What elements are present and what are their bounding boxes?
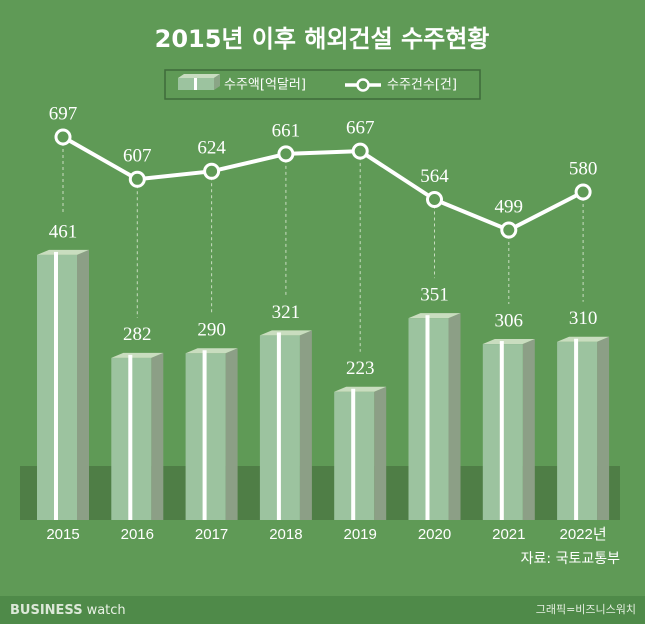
brand-main: BUSINESS xyxy=(10,603,83,618)
value-label: 461 xyxy=(49,221,78,242)
x-tick-label: 2016 xyxy=(121,526,154,543)
bar-side xyxy=(522,339,535,520)
line-marker xyxy=(426,191,443,209)
value-label: 607 xyxy=(123,146,152,167)
bar-band xyxy=(202,350,207,520)
chart-title: 2015년 이후 해외건설 수주현황 xyxy=(155,25,490,53)
value-label: 580 xyxy=(569,158,598,179)
bar-band xyxy=(54,251,58,521)
brand: BUSINESS watch xyxy=(10,603,126,618)
x-tick-label: 2018 xyxy=(269,526,302,543)
brand-suffix: watch xyxy=(87,603,126,618)
bar-top xyxy=(482,339,535,345)
line-marker xyxy=(128,170,146,188)
bar-band xyxy=(499,341,504,520)
legend-bar-icon xyxy=(178,74,220,90)
bar-top xyxy=(185,348,238,354)
bar-band xyxy=(128,354,133,520)
bar-top xyxy=(37,249,89,255)
footer-bar xyxy=(0,596,645,624)
bar-band xyxy=(351,388,356,520)
x-tick-label: 2017 xyxy=(195,526,228,543)
bar-side xyxy=(597,336,610,520)
value-label: 564 xyxy=(420,166,449,187)
legend-label: 수주액[억달러] xyxy=(224,78,306,93)
value-label: 223 xyxy=(346,358,375,379)
value-label: 624 xyxy=(197,138,226,159)
bar-side xyxy=(448,313,461,520)
source: 자료: 국토교통부 xyxy=(521,551,620,567)
plot: 2015 2016 2017 2018 2019 2020 2021 2022년 461 282 2… xyxy=(37,103,610,543)
value-label: 310 xyxy=(569,308,598,329)
bar-side xyxy=(225,348,238,520)
x-tick-label: 2021 xyxy=(492,526,525,543)
bar-band xyxy=(574,338,579,520)
x-tick-label: 2022년 xyxy=(560,526,607,543)
line-marker xyxy=(574,183,592,201)
value-label: 290 xyxy=(197,320,226,341)
line xyxy=(62,135,585,233)
credit: 그래픽=비즈니스워치 xyxy=(536,603,636,616)
line-marker xyxy=(500,221,518,239)
x-tick-label: 2019 xyxy=(344,526,377,543)
bar-band xyxy=(425,315,430,520)
legend-label: 수주건수[건] xyxy=(387,78,457,93)
value-label: 667 xyxy=(346,117,375,138)
x-tick-label: 2015 xyxy=(46,526,79,543)
bar-top xyxy=(408,313,461,319)
value-label: 282 xyxy=(123,324,152,345)
value-label: 306 xyxy=(495,310,524,331)
bar-side xyxy=(299,330,312,520)
bar-top xyxy=(334,386,387,392)
value-label: 697 xyxy=(49,103,78,124)
bar-top xyxy=(259,330,312,336)
bar-top xyxy=(557,336,610,342)
value-label: 499 xyxy=(495,196,524,217)
value-label: 661 xyxy=(272,120,301,141)
bar-side xyxy=(374,386,387,520)
line-marker xyxy=(54,128,72,146)
bar-side xyxy=(77,249,89,521)
x-tick-label: 2020 xyxy=(418,526,451,543)
legend-marker-icon xyxy=(356,78,370,92)
legend-box xyxy=(164,69,481,100)
value-label: 351 xyxy=(420,285,449,306)
bar-side xyxy=(151,352,164,520)
line-marker xyxy=(351,142,369,160)
bar-top xyxy=(111,352,164,358)
value-label: 321 xyxy=(272,302,301,323)
bar-band xyxy=(276,332,281,520)
line-marker xyxy=(203,162,221,180)
line-marker xyxy=(277,145,295,163)
